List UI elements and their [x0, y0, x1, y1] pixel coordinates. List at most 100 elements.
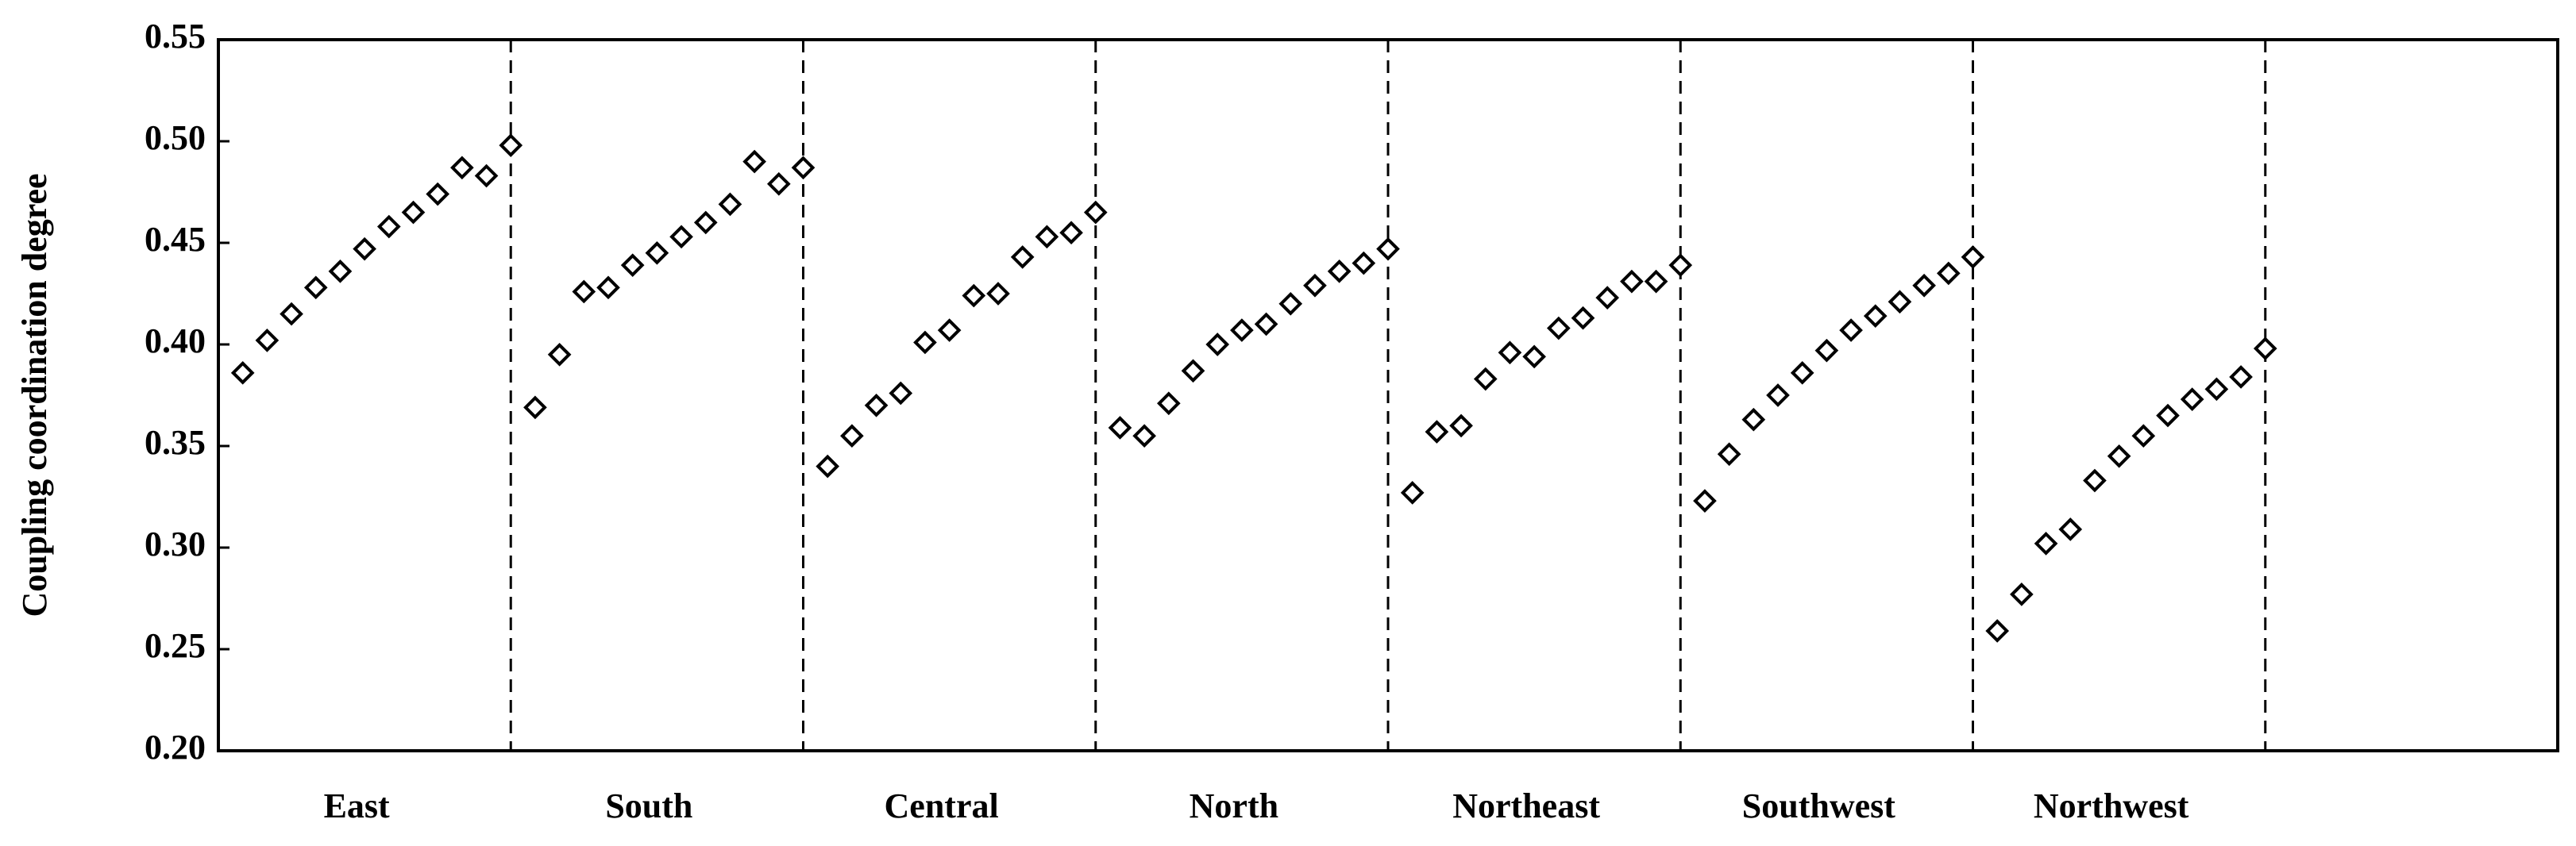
y-tick-label: 0.35: [145, 423, 206, 462]
point: [2229, 365, 2253, 389]
y-tick-label: 0.55: [145, 17, 206, 56]
point: [1620, 269, 1644, 294]
point: [1790, 361, 1814, 385]
y-tick-label: 0.20: [145, 728, 206, 767]
point: [1571, 306, 1595, 330]
x-category-label: South: [605, 786, 692, 825]
point: [230, 361, 255, 385]
y-tick-label: 0.45: [145, 220, 206, 259]
point: [864, 393, 889, 417]
point: [426, 182, 450, 206]
point: [2253, 336, 2277, 360]
point: [718, 192, 742, 217]
point: [840, 424, 864, 448]
point: [2010, 583, 2034, 606]
y-axis-label: Coupling coordination degree: [15, 173, 54, 617]
point: [474, 163, 499, 188]
x-category-label: East: [324, 786, 390, 825]
point: [1717, 442, 1741, 467]
point: [1644, 269, 1668, 294]
point: [645, 240, 669, 265]
point: [1059, 221, 1083, 245]
point: [1327, 260, 1352, 283]
point: [2107, 444, 2131, 468]
point: [1449, 413, 1473, 438]
point: [1522, 344, 1546, 369]
point: [572, 279, 596, 304]
point: [937, 318, 962, 342]
point: [280, 302, 303, 326]
point: [791, 156, 816, 180]
point: [1132, 424, 1156, 448]
point: [596, 275, 620, 300]
point: [1595, 286, 1620, 310]
point: [1400, 481, 1425, 505]
point: [669, 225, 693, 249]
point: [962, 283, 986, 308]
point: [1035, 225, 1059, 249]
point: [1693, 489, 1717, 513]
point: [1814, 338, 1839, 363]
x-category-label: Southwest: [1742, 786, 1895, 825]
point: [742, 149, 766, 174]
point: [2156, 403, 2180, 428]
x-category-label: Northwest: [2034, 786, 2189, 825]
point: [2180, 387, 2204, 411]
point: [693, 210, 718, 235]
x-category-label: Central: [885, 786, 999, 825]
point: [1425, 420, 1449, 444]
point: [986, 282, 1010, 306]
x-category-label: North: [1190, 786, 1278, 825]
x-category-label: Northeast: [1452, 786, 1600, 825]
point: [1839, 318, 1863, 342]
point: [1181, 359, 1205, 383]
point: [1376, 236, 1400, 261]
point: [523, 395, 547, 420]
point: [1961, 245, 1985, 269]
point: [2083, 468, 2107, 493]
point: [1156, 391, 1181, 416]
point: [913, 330, 937, 355]
point: [1108, 416, 1132, 440]
point: [1473, 367, 1498, 391]
point: [1278, 291, 1303, 316]
point: [376, 214, 401, 239]
point: [1083, 200, 1108, 225]
y-tick-label: 0.50: [145, 118, 206, 157]
point: [450, 156, 474, 180]
point: [353, 236, 376, 261]
point: [2204, 377, 2229, 402]
point: [2058, 517, 2083, 541]
point: [2131, 424, 2156, 448]
point: [401, 200, 426, 225]
point: [816, 454, 840, 479]
point: [620, 253, 645, 277]
y-tick-label: 0.40: [145, 321, 206, 360]
point: [1010, 245, 1035, 269]
point: [1546, 316, 1571, 340]
point: [1936, 261, 1961, 286]
point: [889, 381, 913, 406]
point: [1863, 304, 1888, 328]
point: [1254, 312, 1278, 336]
point: [303, 275, 328, 300]
point: [1352, 251, 1376, 275]
point: [2034, 532, 2058, 556]
point: [1303, 273, 1327, 298]
y-tick-label: 0.30: [145, 525, 206, 563]
point: [1741, 407, 1766, 432]
point: [1668, 253, 1693, 277]
point: [1230, 318, 1254, 342]
point: [328, 260, 353, 283]
point: [547, 342, 572, 367]
point: [1888, 290, 1912, 314]
point: [1985, 619, 2010, 643]
point: [1766, 383, 1790, 407]
point: [255, 329, 280, 352]
point: [1912, 273, 1936, 298]
point: [499, 133, 523, 157]
point: [766, 171, 791, 196]
y-tick-label: 0.25: [145, 626, 206, 665]
point: [1498, 340, 1522, 365]
